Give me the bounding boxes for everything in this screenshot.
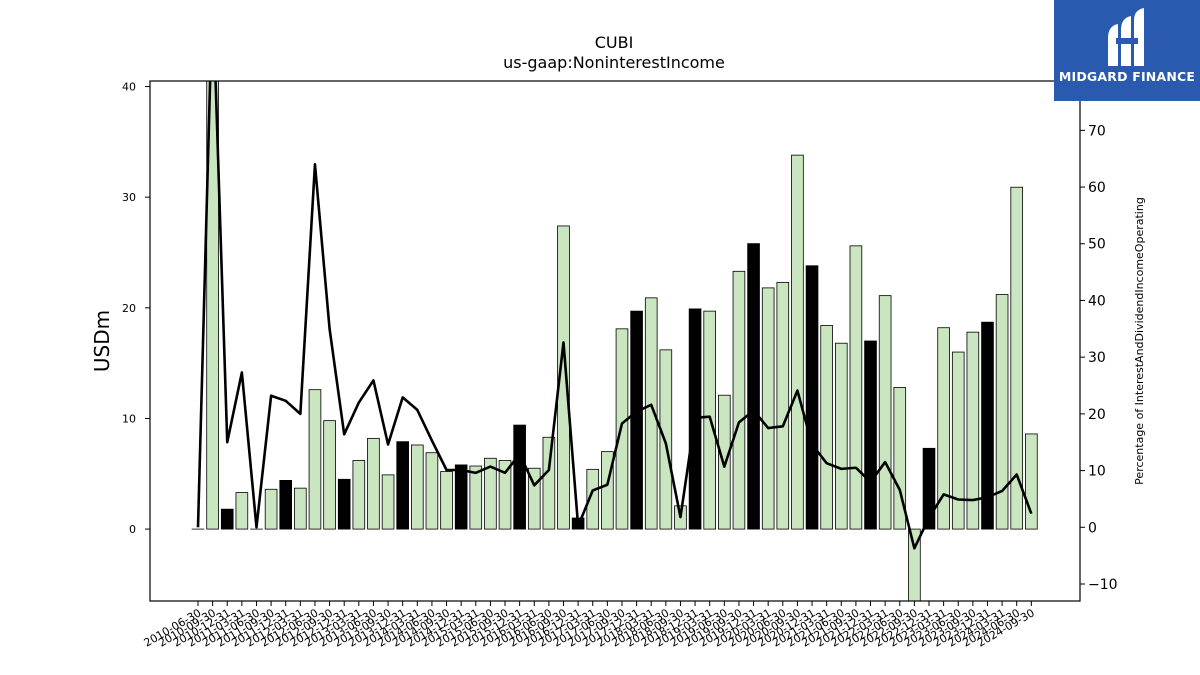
bar xyxy=(908,528,921,601)
bar xyxy=(776,281,790,530)
plot-clip-group xyxy=(191,81,1038,601)
bar xyxy=(747,243,760,530)
y2-tick-label: 0 xyxy=(1088,520,1097,536)
bar xyxy=(279,479,293,530)
bar xyxy=(367,437,380,530)
y2-tick-label: 60 xyxy=(1088,180,1106,196)
bar xyxy=(264,488,278,530)
bar xyxy=(220,508,234,530)
y-tick-label: 0 xyxy=(129,523,136,536)
plot-area: 010203040−100102030405060702010-06-30201… xyxy=(122,80,1118,650)
y2-tick-label: 40 xyxy=(1088,293,1106,309)
brand-logo: MIDGARD FINANCE xyxy=(1054,0,1200,101)
bar xyxy=(644,297,658,530)
bar xyxy=(630,310,643,530)
bar xyxy=(601,451,614,530)
bar xyxy=(864,340,877,530)
bar xyxy=(235,492,249,530)
chart-title: CUBI xyxy=(595,33,634,52)
bar xyxy=(1025,433,1038,530)
bar xyxy=(995,294,1009,530)
percentage-line xyxy=(196,81,1033,550)
bar xyxy=(381,474,395,530)
bar xyxy=(542,436,556,530)
y-tick-label: 30 xyxy=(122,191,136,204)
bar xyxy=(352,460,366,530)
bar xyxy=(498,460,512,530)
bar xyxy=(469,465,483,530)
y2-tick-label: 70 xyxy=(1088,123,1106,139)
y-tick-label: 40 xyxy=(122,81,136,94)
bar xyxy=(396,441,409,530)
bar xyxy=(527,467,541,530)
bar xyxy=(425,452,439,530)
y2-tick-label: 50 xyxy=(1088,237,1106,253)
bar xyxy=(951,351,965,530)
bar xyxy=(849,245,863,530)
logo-text: MIDGARD FINANCE xyxy=(1058,69,1196,84)
bar xyxy=(966,331,980,530)
y2-tick-label: −10 xyxy=(1088,577,1118,593)
y2-tick-label: 20 xyxy=(1088,407,1106,423)
bar xyxy=(893,387,907,530)
chart-subtitle: us-gaap:NoninterestIncome xyxy=(503,53,725,72)
bar xyxy=(586,468,600,530)
bar xyxy=(937,327,950,530)
bar xyxy=(513,424,526,530)
bar xyxy=(1010,186,1024,530)
bar xyxy=(308,389,322,530)
bar xyxy=(820,325,833,530)
bar xyxy=(791,154,804,530)
y2-tick-label: 30 xyxy=(1088,350,1106,366)
plot-frame xyxy=(149,80,1081,602)
y-tick-label: 20 xyxy=(122,302,136,315)
bar xyxy=(761,287,775,530)
bar xyxy=(557,225,570,530)
bar xyxy=(206,81,219,530)
y2-axis-label: Percentage of InterestAndDividendIncomeO… xyxy=(1133,197,1146,485)
bar xyxy=(323,420,336,530)
y-tick-label: 10 xyxy=(122,412,136,425)
midgard-logo-icon xyxy=(1108,8,1144,66)
bar xyxy=(410,444,424,530)
bar xyxy=(294,487,307,530)
bar xyxy=(981,321,994,530)
bar xyxy=(878,295,892,530)
bar xyxy=(454,464,468,530)
y2-tick-label: 10 xyxy=(1088,464,1106,480)
bar xyxy=(732,270,746,530)
bar xyxy=(440,471,453,530)
y-axis-label: USDm xyxy=(90,310,114,372)
bar xyxy=(805,265,819,530)
bar xyxy=(834,342,848,530)
bar xyxy=(337,478,351,530)
bar xyxy=(659,349,673,530)
bar xyxy=(922,447,936,530)
bar xyxy=(484,457,497,530)
